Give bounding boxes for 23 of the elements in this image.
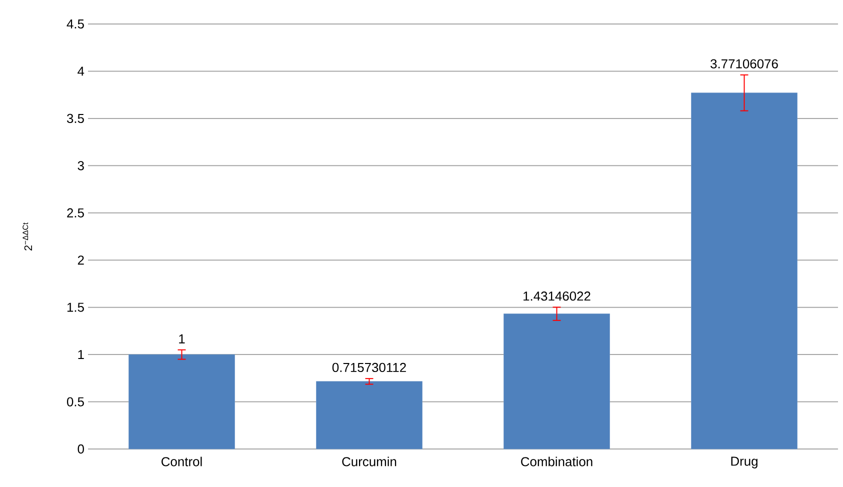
y-tick-label: 1.5 xyxy=(67,302,84,312)
x-tick-label: Control xyxy=(162,456,202,466)
y-tick-label: 3 xyxy=(78,161,84,170)
y-tick-label: 2 xyxy=(78,256,84,265)
data-label: 1 xyxy=(179,334,185,344)
y-axis-title: 2$^{−ΔΔCt}$ xyxy=(22,222,32,250)
y-tick-label: 2.5 xyxy=(67,208,84,218)
bar xyxy=(504,314,610,450)
y-tick-label: 4.5 xyxy=(66,19,84,29)
y-tick-label: 4 xyxy=(78,66,84,76)
y-tick-label: 3.5 xyxy=(66,114,84,124)
data-label: 1.43146022 xyxy=(524,292,590,301)
bar xyxy=(316,381,422,450)
x-tick-label: Drug xyxy=(731,456,758,468)
data-label: 3.77106076 xyxy=(710,59,778,68)
bar xyxy=(691,92,798,450)
bar xyxy=(128,354,235,450)
x-tick-label: Curcumin xyxy=(342,456,396,466)
y-tick-label: 0.5 xyxy=(66,397,84,406)
y-tick-label: 0 xyxy=(78,444,84,454)
x-tick-label: Combination xyxy=(521,456,592,466)
data-label: 0.715730112 xyxy=(332,362,406,372)
y-tick-label: 1 xyxy=(78,350,84,360)
